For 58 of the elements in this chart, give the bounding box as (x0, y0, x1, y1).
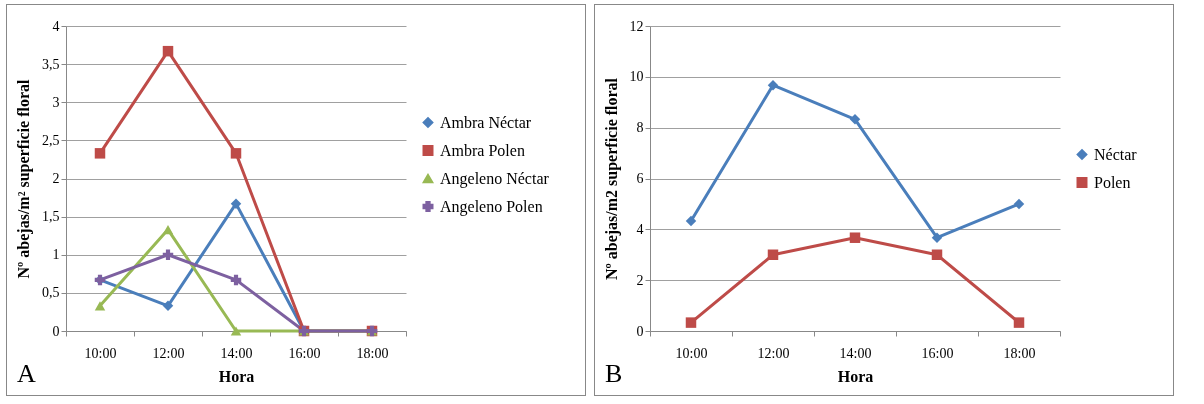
point (230, 198, 242, 209)
legend-label: Polen (1094, 173, 1131, 191)
point (1013, 198, 1025, 210)
y-axis-title: Nº abejas/m² superficie floral (15, 78, 33, 279)
x-axis-title: Hora (218, 367, 255, 385)
point (230, 326, 242, 336)
point (685, 317, 697, 328)
point (162, 249, 174, 260)
x-tick-label: 16:00 (288, 345, 321, 361)
point (849, 232, 861, 243)
x-tick-label: 14:00 (839, 345, 872, 361)
y-tick-label: 10 (629, 69, 644, 85)
legend-label: Angeleno Polen (440, 197, 543, 216)
x-tick-label: 10:00 (84, 345, 117, 361)
y-tick-label: 2 (52, 171, 60, 186)
x-tick-label: 14:00 (220, 345, 253, 361)
point (162, 45, 174, 57)
x-axis-title: Hora (837, 367, 874, 385)
text: B (605, 359, 623, 389)
y-tick-label: 2 (636, 272, 644, 288)
point (162, 225, 174, 235)
y-tick-label: 0,5 (42, 285, 60, 301)
point (767, 249, 779, 260)
point (162, 300, 174, 312)
legend-label: Angeleno Néctar (440, 169, 550, 188)
point (931, 232, 943, 243)
y-tick-label: 2,5 (42, 132, 60, 148)
point (230, 148, 242, 159)
y-tick-label: 0 (636, 323, 644, 339)
legend-label: Néctar (1094, 145, 1138, 163)
y-tick-label: 12 (629, 18, 644, 34)
y-tick-label: 4 (636, 221, 644, 237)
x-tick-label: 12:00 (152, 345, 185, 361)
x-tick-label: 18:00 (1003, 345, 1036, 361)
legend-label: Ambra Néctar (440, 113, 532, 131)
point (931, 249, 943, 260)
point (94, 148, 106, 159)
point (767, 79, 779, 91)
point (849, 114, 861, 125)
x-tick-label: 18:00 (356, 345, 389, 361)
point (1013, 317, 1025, 328)
y-tick-label: 3,5 (42, 56, 60, 72)
point (94, 301, 106, 311)
legend-label: Ambra Polen (440, 141, 525, 159)
y-tick-label: 1 (52, 247, 60, 263)
y-tick-label: 0 (52, 323, 60, 339)
y-axis-title: Nº abejas/m2 superficie floral (602, 77, 621, 281)
text: A (17, 359, 36, 389)
y-tick-label: 8 (636, 120, 644, 136)
x-tick-label: 10:00 (675, 345, 708, 361)
x-tick-label: 12:00 (757, 345, 790, 361)
y-tick-label: 6 (636, 171, 644, 186)
y-tick-label: 1,5 (42, 209, 60, 225)
point (230, 274, 242, 286)
x-tick-label: 16:00 (921, 345, 954, 361)
y-tick-label: 3 (52, 94, 60, 110)
point (685, 215, 697, 227)
y-tick-label: 4 (52, 18, 60, 34)
